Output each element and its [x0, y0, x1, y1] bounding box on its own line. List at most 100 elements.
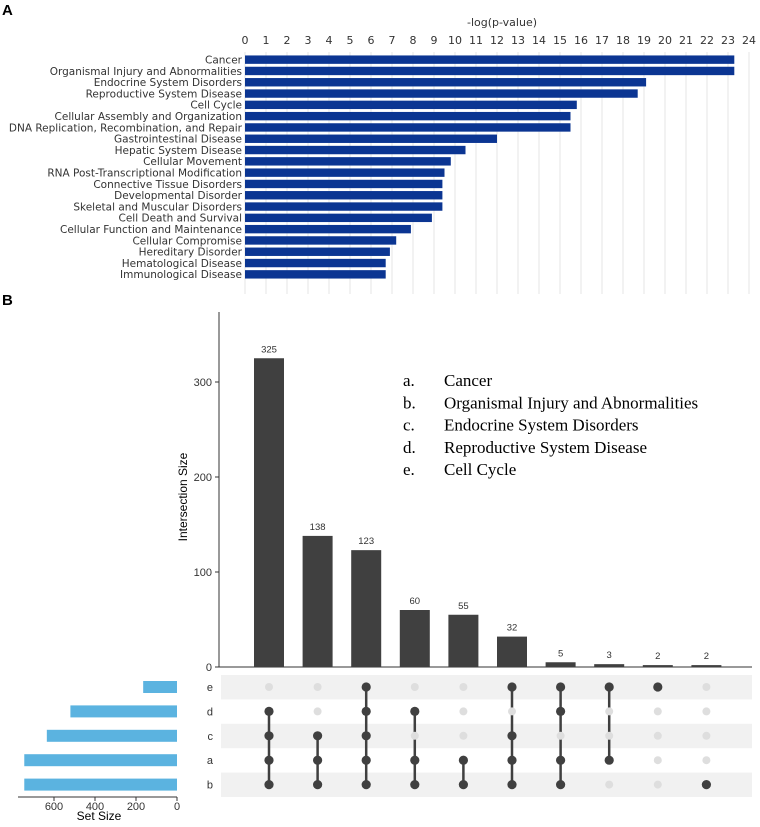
intersection-bar-label-9: 2 — [655, 651, 660, 662]
legend-entry-reproductive-system-disease: Reproductive System Disease — [444, 438, 647, 457]
x-tick-label-18: 18 — [616, 34, 630, 47]
matrix-dot-2-b — [313, 780, 323, 790]
panel-b-letter: B — [2, 292, 13, 309]
intersection-bar-label-8: 3 — [607, 650, 612, 661]
intersection-bar-label-2: 138 — [310, 522, 326, 533]
legend-key-b: b. — [403, 393, 416, 412]
matrix-dot-9-a — [653, 756, 662, 765]
matrix-dot-6-e — [507, 682, 517, 692]
x-tick-label-17: 17 — [595, 34, 609, 47]
category-label-cellular-movement: Cellular Movement — [143, 156, 242, 168]
bar-developmental-disorder — [245, 191, 443, 200]
intersection-bar-6 — [497, 636, 527, 667]
category-label-connective-tissue-disorders: Connective Tissue Disorders — [93, 179, 242, 191]
intersection-bar-7 — [545, 662, 576, 667]
matrix-dot-7-c — [556, 731, 565, 740]
bar-gastrointestinal-disease — [245, 134, 497, 143]
category-label-hematological-disease: Hematological Disease — [122, 258, 242, 270]
legend-key-d: d. — [403, 438, 416, 457]
intersection-bar-10 — [691, 665, 722, 667]
bar-immunological-disease — [245, 270, 386, 279]
category-label-cancer: Cancer — [205, 54, 243, 66]
matrix-row-label-b: b — [207, 780, 213, 792]
set-size-tick-label-400: 400 — [86, 801, 104, 813]
intersection-bar-4 — [399, 610, 430, 667]
intersection-bar-label-5: 55 — [458, 601, 469, 612]
matrix-dot-5-b — [458, 780, 468, 790]
matrix-dot-9-c — [653, 731, 662, 740]
x-tick-label-13: 13 — [511, 34, 525, 47]
matrix-row-band-b — [221, 772, 752, 797]
set-size-tick-label-200: 200 — [127, 801, 145, 813]
matrix-dot-5-c — [459, 731, 468, 740]
set-size-tick-label-600: 600 — [45, 801, 63, 813]
matrix-dot-3-a — [361, 755, 371, 765]
panel-b-membership-matrix: ed ca b — [207, 675, 752, 797]
matrix-row-label-a: a — [207, 755, 214, 767]
matrix-dot-3-b — [361, 780, 371, 790]
matrix-dot-2-d — [313, 707, 322, 716]
bar-cell-death-and-survival — [245, 213, 432, 223]
bar-dna-replication-recombination-and-repair — [245, 123, 571, 132]
matrix-dot-7-d — [556, 706, 566, 717]
matrix-dot-9-e — [653, 682, 663, 692]
x-tick-label-23: 23 — [721, 34, 735, 47]
matrix-dot-2-c — [313, 731, 323, 741]
category-label-reproductive-system-disease: Reproductive System Disease — [86, 88, 242, 100]
matrix-dot-6-c — [507, 731, 517, 741]
bar-cellular-compromise — [245, 236, 397, 245]
matrix-dot-8-d — [605, 707, 614, 716]
panel-b-legend: a. Cancer b. Organismal Injury and Abnormal… — [403, 371, 698, 479]
matrix-dot-6-a — [507, 755, 517, 765]
y-tick-label-300: 300 — [194, 377, 212, 389]
x-tick-label-9: 9 — [431, 34, 438, 47]
matrix-dot-1-b — [264, 780, 274, 790]
bar-hepatic-system-disease — [245, 145, 466, 155]
matrix-dot-9-b — [653, 780, 662, 789]
category-label-endocrine-system-disorders: Endocrine System Disorders — [94, 77, 242, 89]
x-tick-label-10: 10 — [448, 34, 462, 47]
x-tick-label-21: 21 — [679, 34, 693, 47]
intersection-bar-3 — [351, 550, 382, 667]
x-tick-label-1: 1 — [263, 34, 270, 47]
category-label-skeletal-and-muscular-disorders: Skeletal and Muscular Disorders — [73, 201, 242, 213]
category-label-gastrointestinal-disease: Gastrointestinal Disease — [114, 134, 242, 146]
category-label-cell-death-and-survival: Cell Death and Survival — [119, 213, 242, 225]
matrix-dot-1-a — [264, 755, 274, 765]
matrix-row-label-e: e — [207, 682, 213, 694]
panel-b-set-size-chart: 600 400 200 0 — [18, 681, 180, 813]
bar-cellular-assembly-and-organization — [245, 111, 571, 121]
y-tick-label-0: 0 — [206, 662, 212, 674]
bar-cancer — [245, 55, 735, 64]
intersection-bar-label-10: 2 — [704, 651, 709, 662]
panel-a-bar-chart: -log(p-value) 0 1 2 3 4 5 6 7 8 9 10 11 12 13 14 15 16 17… — [9, 16, 756, 294]
matrix-dot-1-c — [264, 731, 274, 741]
matrix-dot-8-a — [604, 755, 614, 765]
category-label-developmental-disorder: Developmental Disorder — [114, 190, 243, 202]
matrix-dot-4-a — [410, 755, 420, 765]
y-tick-label-100: 100 — [194, 567, 212, 579]
bar-reproductive-system-disease — [245, 89, 638, 98]
legend-key-e: e. — [403, 460, 415, 479]
x-tick-label-15: 15 — [553, 34, 567, 47]
x-tick-label-3: 3 — [305, 34, 312, 47]
matrix-dot-6-b — [507, 780, 517, 790]
x-tick-label-8: 8 — [410, 34, 417, 47]
bar-rna-post-transcriptional-modification — [245, 168, 445, 177]
matrix-dot-8-b — [605, 780, 614, 789]
matrix-dot-1-e — [265, 683, 273, 691]
bar-connective-tissue-disorders — [245, 179, 443, 189]
legend-key-a: a. — [403, 371, 415, 390]
category-label-cellular-compromise: Cellular Compromise — [132, 235, 242, 247]
matrix-dot-2-a — [313, 755, 323, 765]
matrix-dot-7-a — [556, 755, 566, 765]
set-size-axis-label: Set Size — [77, 809, 122, 823]
set-size-bar-a — [24, 754, 178, 767]
set-size-tick-label-0: 0 — [174, 801, 180, 813]
bar-cell-cycle — [245, 100, 577, 110]
intersection-bar-8 — [594, 664, 625, 667]
bar-hematological-disease — [245, 258, 386, 268]
matrix-dot-3-e — [361, 682, 371, 692]
